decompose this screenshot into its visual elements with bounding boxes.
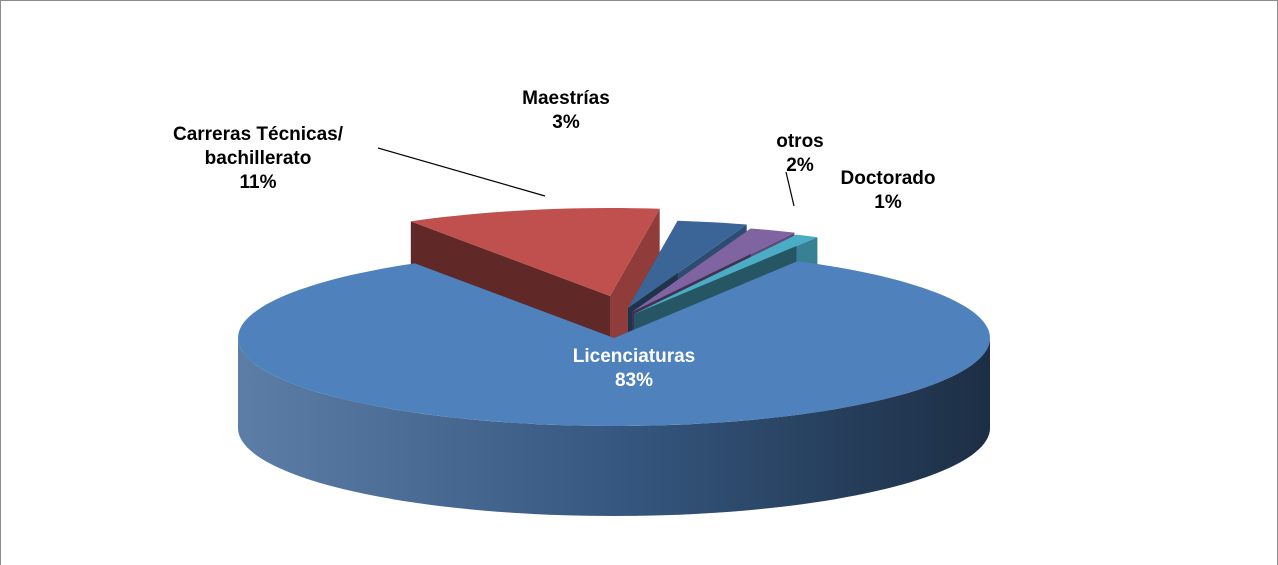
slice-label: otros (776, 131, 824, 152)
slice-wall-shade (238, 338, 990, 516)
slice-label: Licenciaturas (573, 346, 696, 367)
slice-top (410, 208, 660, 296)
slice-label: Maestrías (522, 88, 610, 109)
value-label: 1% (874, 192, 902, 213)
label-line: Maestrías (522, 88, 610, 109)
value-label: 11% (240, 172, 277, 193)
leader-line (377, 147, 546, 197)
value-label: 3% (552, 112, 580, 133)
slice-label: Doctorado (841, 168, 936, 189)
leader-line (785, 171, 795, 207)
pie (238, 208, 990, 516)
slice-top (632, 228, 795, 312)
slice-top (238, 261, 990, 426)
slice-label: Carreras Técnicas/bachillerato (173, 124, 344, 169)
label-line: Licenciaturas (573, 346, 696, 367)
label-line: Carreras Técnicas/ (173, 124, 344, 145)
label-line: bachillerato (205, 148, 312, 169)
slice-top (634, 234, 818, 314)
label-line: Doctorado (841, 168, 936, 189)
value-label: 83% (615, 370, 653, 391)
label-line: otros (776, 131, 824, 152)
value-label: 2% (786, 155, 814, 176)
labels: Licenciaturas 83% Carreras Técnicas/bachil… (173, 88, 936, 391)
slice-top (628, 220, 747, 308)
slice (238, 261, 990, 516)
